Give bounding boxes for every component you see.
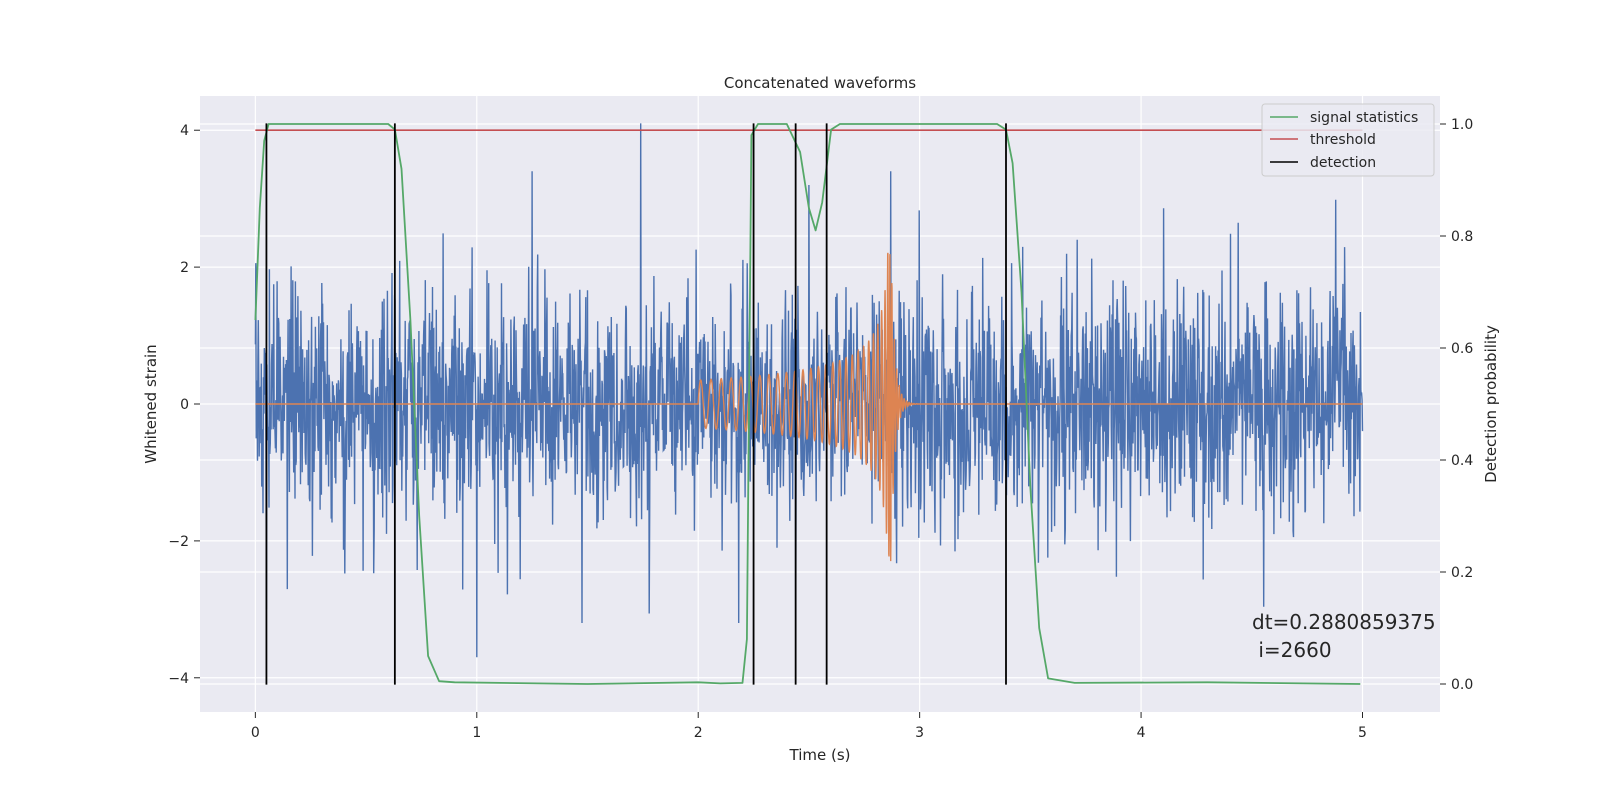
y-right-tick-label-2: 0.4 [1451,453,1473,469]
x-tick-label-0: 0 [251,725,260,741]
chart-title: Concatenated waveforms [724,74,916,92]
signal-statistics-line [254,123,1361,685]
x-tick-label-1: 1 [472,725,481,741]
x-tick-label-3: 3 [915,725,924,741]
noise-line [254,123,1364,658]
y-right-tick-label-0: 0.0 [1451,677,1473,693]
y-right-tick-label-3: 0.6 [1451,341,1473,357]
legend-label-signal-statistics: signal statistics [1310,110,1418,126]
y-right-tick-label-5: 1.0 [1451,117,1473,133]
y-right-tick-label-4: 0.8 [1451,229,1473,245]
y-right-axis-label: Detection probability [1482,325,1500,483]
injected-signal-series [255,252,1363,562]
y-left-tick-label-2: 0 [180,397,189,413]
y-left-tick-label-3: 2 [180,260,189,276]
x-tick-label-2: 2 [694,725,703,741]
noise-series [254,123,1364,658]
annotation: dt=0.2880859375 i=2660 [1252,610,1436,662]
x-tick-label-5: 5 [1358,725,1367,741]
x-axis-ticks: 0 1 2 3 4 5 [251,712,1367,741]
detection-series [265,123,1007,685]
x-axis-label: Time (s) [789,746,851,764]
y-left-tick-label-1: −2 [168,534,189,550]
y-left-tick-label-4: 4 [180,123,189,139]
legend-label-detection: detection [1310,155,1376,171]
legend-label-threshold: threshold [1310,132,1376,148]
legend-box [1261,103,1435,177]
y-left-tick-label-0: −4 [168,671,189,687]
y-left-axis-ticks: −4 −2 0 2 4 [168,123,200,687]
injected-signal-line [255,252,1363,562]
y-left-axis-label: Whitened strain [142,344,160,463]
x-tick-label-4: 4 [1137,725,1146,741]
signal-statistics-series [254,123,1361,685]
legend: signal statistics threshold detection [1261,103,1435,177]
annotation-line-i: i=2660 [1252,638,1332,662]
y-right-axis-ticks: 0.0 0.2 0.4 0.6 0.8 1.0 [1440,117,1473,693]
y-right-tick-label-1: 0.2 [1451,565,1473,581]
annotation-line-dt: dt=0.2880859375 [1252,610,1436,634]
